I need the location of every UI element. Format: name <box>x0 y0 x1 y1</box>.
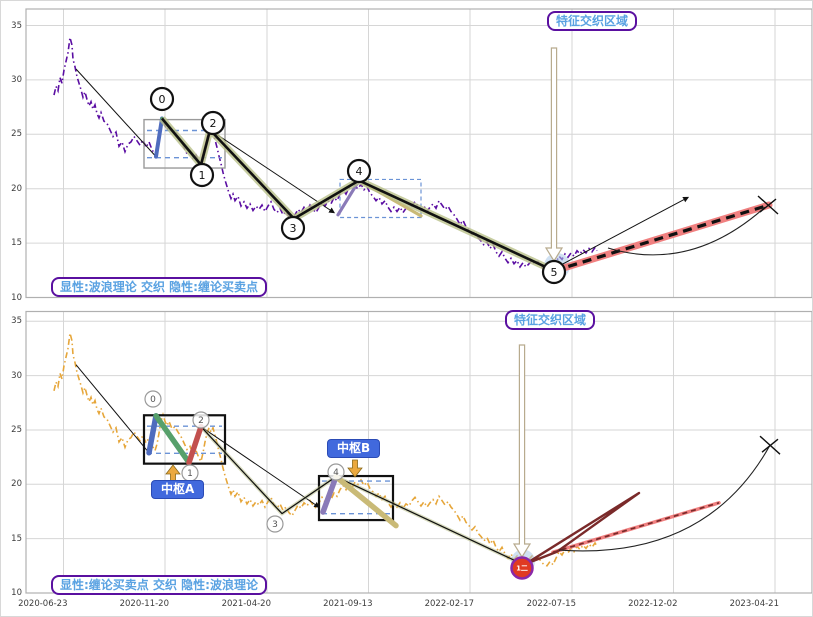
zhongshu-a-box-rect <box>142 414 227 465</box>
panel-bottom: 0 1 2 3 4 1二 <box>25 310 812 594</box>
pivot-number: 5 <box>551 266 558 279</box>
bottom-feature-interweave-label: 特征交织区域 <box>505 310 596 330</box>
pivot-number: 3 <box>272 520 278 530</box>
structure-arrow <box>209 129 335 214</box>
big-white-arrow <box>544 47 564 263</box>
zhongshu-b-arrow-icon <box>347 459 363 478</box>
pivot-circle-5 <box>541 259 567 285</box>
chan-segment <box>186 423 204 466</box>
structure-arrow <box>200 426 320 508</box>
pivot-number: 1 <box>187 469 193 479</box>
forecast-dashed-line <box>553 203 770 273</box>
y-tick-label: 35 <box>11 20 22 31</box>
top-panel-caption: 显性:波浪理论 交织 隐性:缠论买卖点 <box>51 277 267 297</box>
y-tick-label: 20 <box>11 479 22 490</box>
chan-segment <box>153 413 192 466</box>
pivot-number: 3 <box>290 222 297 235</box>
pivot-number: 2 <box>198 416 204 426</box>
pivot-number: 2 <box>210 117 217 130</box>
trend-line <box>75 364 150 454</box>
price-line-bottom <box>53 332 598 567</box>
price-line-top <box>53 37 598 272</box>
chan-segment <box>320 473 339 515</box>
end-tick-mark <box>761 438 779 453</box>
pivot-circle-2 <box>200 110 226 136</box>
pivot-circle-0 <box>144 390 162 408</box>
forecast-dashed-line <box>552 501 720 554</box>
annotation-arc <box>607 206 766 256</box>
x-tick-label: 2020-11-20 <box>119 599 169 609</box>
y-tick-label: 25 <box>11 129 22 140</box>
pivot-number: 0 <box>159 93 166 106</box>
chan-segment <box>333 473 399 529</box>
x-tick-label: 2022-07-15 <box>526 599 576 609</box>
trend-line <box>75 68 157 157</box>
big-white-arrow <box>512 344 532 559</box>
pivot-circle-3 <box>266 515 284 533</box>
pivot-number: 4 <box>333 468 339 478</box>
zhongshu-b-box-rect <box>339 178 422 219</box>
y-tick-label: 15 <box>11 238 22 249</box>
x-tick-label: 2020-06-23 <box>18 599 68 609</box>
x-tick-label: 2022-02-17 <box>424 599 474 609</box>
zhongshu-a-label: 中枢A <box>151 480 205 499</box>
panel-spines <box>25 8 812 299</box>
zhongshu-a-arrow-icon <box>165 464 181 482</box>
panel-spines <box>25 310 812 594</box>
y-tick-label: 20 <box>11 183 22 194</box>
y-tick-label: 10 <box>11 292 22 303</box>
x-tick-label: 2023-04-21 <box>729 599 779 609</box>
x-tick-label: 2021-09-13 <box>323 599 373 609</box>
x-tick-label: 2022-12-02 <box>628 599 678 609</box>
annotation-arc <box>558 444 771 552</box>
panel-top: 0 1 2 3 4 5 <box>25 8 812 299</box>
y-tick-label: 10 <box>11 588 22 598</box>
pivot-number: 1 <box>199 169 206 182</box>
y-tick-label: 30 <box>11 74 22 85</box>
pivot-number: 0 <box>150 395 156 405</box>
chan-segment-start <box>154 116 164 159</box>
zhongshu-b-label: 中枢B <box>327 439 381 458</box>
pivot-circle-3 <box>280 215 306 241</box>
top-feature-interweave-label: 特征交织区域 <box>547 11 638 31</box>
wave-zigzag <box>161 117 555 272</box>
y-tick-label: 35 <box>11 316 22 327</box>
pivot-number: 4 <box>356 165 363 178</box>
pivot-circle-0 <box>149 86 175 112</box>
zhongshu-arrows <box>165 459 363 482</box>
end-tick-mark <box>759 198 777 213</box>
pivot-circle-4 <box>346 158 372 184</box>
y-tick-label: 30 <box>11 370 22 381</box>
chan-segment-start <box>146 413 159 456</box>
buy-point-marker-text: 1二 <box>516 564 528 572</box>
y-tick-label: 25 <box>11 424 22 435</box>
bottom-panel-caption: 显性:缠论买卖点 交织 隐性:波浪理论 <box>51 575 267 595</box>
buy-point-marker <box>510 556 534 580</box>
pivot-circle-4 <box>327 463 345 481</box>
maroon-wedge <box>524 491 641 565</box>
x-tick-label: 2021-04-20 <box>221 599 271 609</box>
pivot-circle-2 <box>192 411 210 429</box>
y-tick-label: 15 <box>11 533 22 544</box>
pivot-circle-1 <box>189 162 215 188</box>
projection-arrow <box>556 196 690 268</box>
